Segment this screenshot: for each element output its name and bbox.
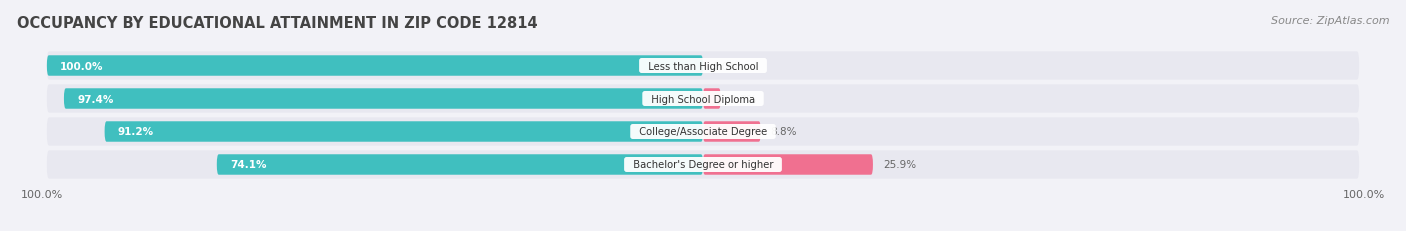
- FancyBboxPatch shape: [217, 155, 703, 175]
- FancyBboxPatch shape: [703, 122, 761, 142]
- Text: 100.0%: 100.0%: [1343, 189, 1385, 199]
- FancyBboxPatch shape: [46, 151, 1360, 179]
- FancyBboxPatch shape: [63, 89, 703, 109]
- Text: Source: ZipAtlas.com: Source: ZipAtlas.com: [1271, 16, 1389, 26]
- Text: 100.0%: 100.0%: [21, 189, 63, 199]
- FancyBboxPatch shape: [46, 85, 1360, 113]
- Text: College/Associate Degree: College/Associate Degree: [633, 127, 773, 137]
- Text: OCCUPANCY BY EDUCATIONAL ATTAINMENT IN ZIP CODE 12814: OCCUPANCY BY EDUCATIONAL ATTAINMENT IN Z…: [17, 16, 537, 31]
- FancyBboxPatch shape: [46, 56, 703, 76]
- Text: 97.4%: 97.4%: [77, 94, 114, 104]
- Text: 100.0%: 100.0%: [60, 61, 104, 71]
- FancyBboxPatch shape: [104, 122, 703, 142]
- Text: Less than High School: Less than High School: [641, 61, 765, 71]
- FancyBboxPatch shape: [46, 52, 1360, 80]
- FancyBboxPatch shape: [46, 118, 1360, 146]
- FancyBboxPatch shape: [703, 155, 873, 175]
- Text: 91.2%: 91.2%: [118, 127, 153, 137]
- FancyBboxPatch shape: [703, 89, 721, 109]
- Text: 74.1%: 74.1%: [231, 160, 266, 170]
- Text: 0.0%: 0.0%: [713, 61, 740, 71]
- Text: 25.9%: 25.9%: [883, 160, 915, 170]
- Text: 8.8%: 8.8%: [770, 127, 797, 137]
- Text: High School Diploma: High School Diploma: [645, 94, 761, 104]
- Text: Bachelor's Degree or higher: Bachelor's Degree or higher: [627, 160, 779, 170]
- Text: 2.7%: 2.7%: [731, 94, 756, 104]
